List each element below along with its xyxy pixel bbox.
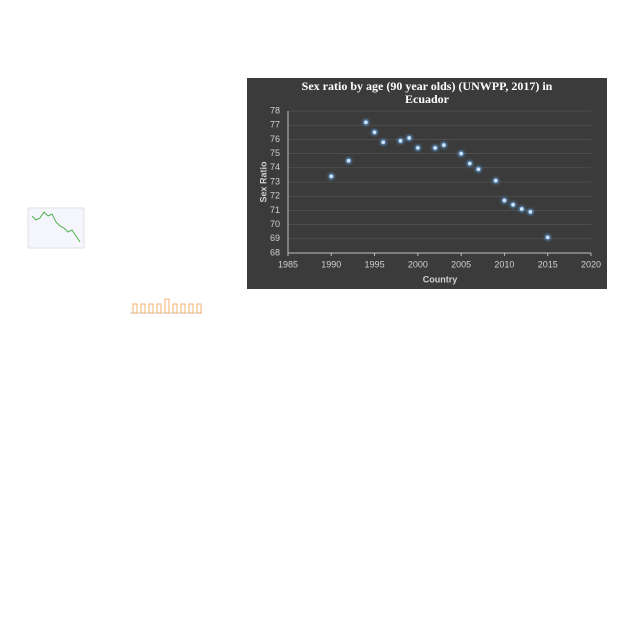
- y-tick-label: 69: [270, 233, 280, 243]
- y-tick-label: 74: [270, 162, 280, 172]
- point: [519, 207, 524, 211]
- x-tick-label: 1995: [365, 259, 385, 269]
- point: [407, 136, 412, 140]
- point: [442, 143, 446, 147]
- x-tick-label: 2015: [538, 259, 558, 269]
- y-tick-label: 70: [270, 219, 280, 229]
- point: [398, 139, 403, 143]
- point: [364, 120, 368, 125]
- y-tick-label: 78: [270, 105, 280, 115]
- y-tick-label: 68: [270, 247, 280, 257]
- point: [476, 167, 481, 172]
- point: [433, 146, 437, 150]
- point: [545, 235, 550, 240]
- y-tick-label: 71: [270, 205, 280, 215]
- point: [493, 178, 498, 183]
- point: [502, 198, 507, 203]
- point: [329, 174, 334, 179]
- point: [416, 146, 420, 150]
- x-tick-label: 1985: [278, 259, 298, 269]
- thumbnail-line-chart: [27, 207, 85, 249]
- thumbnail-bar-chart: [127, 283, 205, 325]
- point: [528, 210, 533, 214]
- chart-background: [247, 78, 607, 289]
- point: [372, 130, 377, 135]
- y-tick-label: 73: [270, 176, 280, 186]
- y-tick-label: 77: [270, 120, 280, 130]
- thumbnail-frame: [27, 207, 85, 249]
- x-tick-label: 2000: [408, 259, 428, 269]
- y-tick-label: 75: [270, 148, 280, 158]
- x-tick-label: 2010: [494, 259, 514, 269]
- chart-title: Sex ratio by age (90 year olds) (UNWPP, …: [301, 79, 553, 106]
- y-tick-label: 76: [270, 134, 280, 144]
- point: [346, 158, 351, 163]
- x-tick-label: 2020: [581, 259, 601, 269]
- x-tick-label: 2005: [451, 259, 471, 269]
- point: [381, 140, 386, 145]
- y-tick-label: 72: [270, 191, 280, 201]
- point: [468, 161, 472, 166]
- point: [511, 202, 515, 207]
- x-tick-label: 1990: [321, 259, 341, 269]
- x-axis-title: Country: [423, 274, 458, 284]
- point: [459, 151, 463, 156]
- thumbnail-line: [31, 211, 81, 243]
- thumbnail-bars: [132, 298, 202, 314]
- y-axis-title: Sex Ratio: [258, 161, 268, 203]
